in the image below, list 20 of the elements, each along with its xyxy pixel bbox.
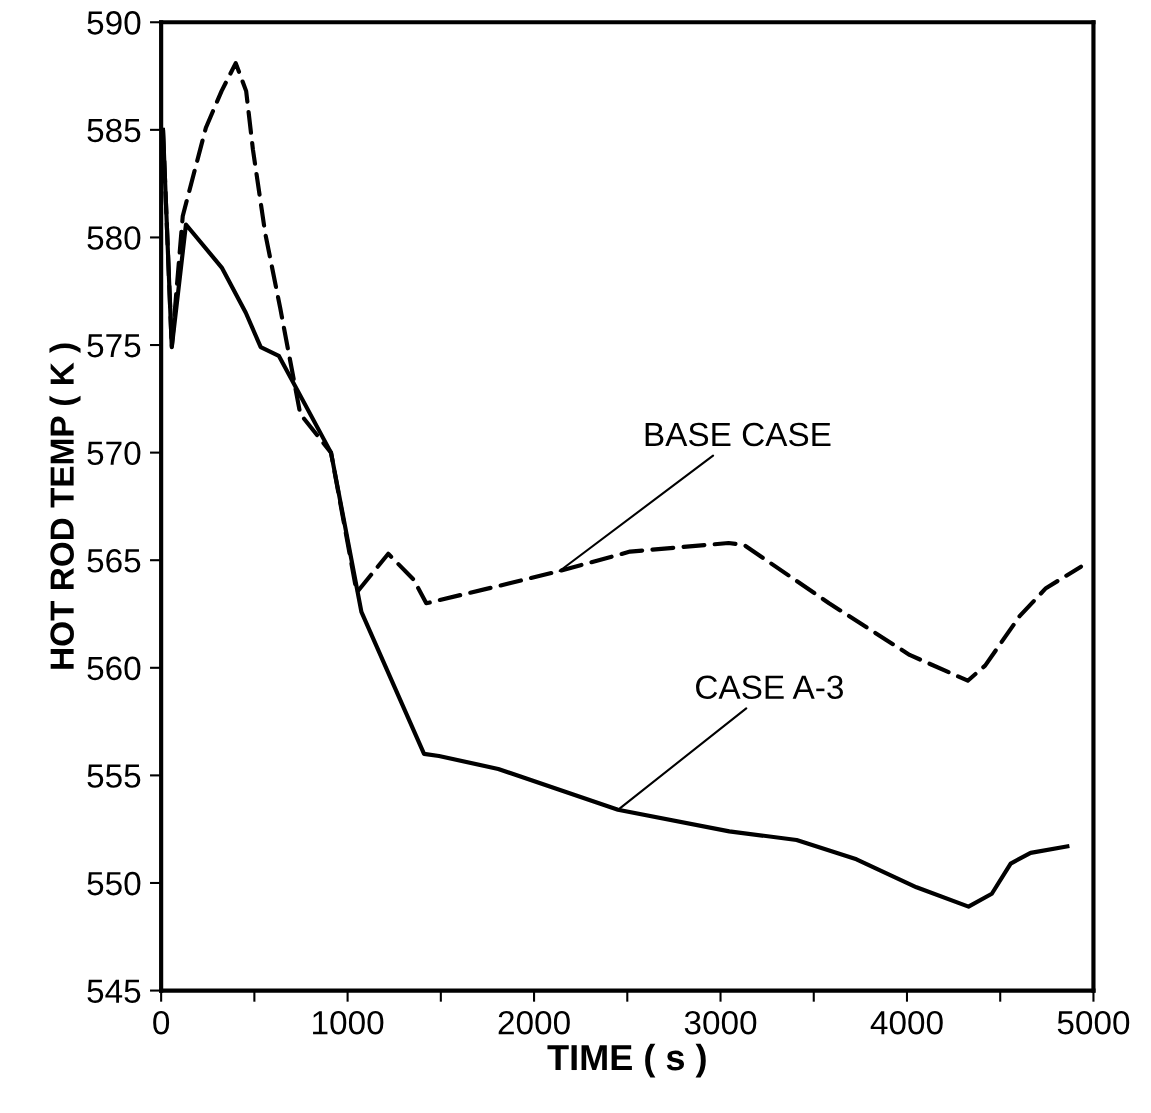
- y-tick-label: 565: [87, 549, 141, 573]
- y-tick-label: 545: [87, 979, 141, 1003]
- annotation: CASE A-3: [696, 675, 843, 700]
- y-axis-title: HOT ROD TEMP ( K ): [49, 343, 81, 669]
- y-tick-label: 580: [87, 226, 141, 250]
- annotation: BASE CASE: [645, 422, 831, 447]
- x-tick-label: 1000: [313, 1010, 384, 1035]
- x-tick-label: 4000: [870, 1010, 943, 1035]
- y-tick-label: 575: [87, 334, 141, 358]
- y-tick-label: 585: [87, 118, 141, 143]
- y-tick-label: 590: [87, 11, 141, 35]
- y-tick-label: 555: [87, 764, 141, 788]
- y-tick-label: 560: [87, 656, 141, 681]
- x-tick-label: 2000: [498, 1010, 570, 1035]
- x-tick-label: 3000: [684, 1010, 757, 1035]
- x-tick-label: 0: [153, 1010, 170, 1035]
- x-axis-title: TIME ( s ): [547, 1043, 706, 1078]
- y-tick-label: 550: [87, 871, 141, 896]
- y-tick-label: 570: [87, 441, 141, 466]
- x-tick-label: 5000: [1057, 1010, 1130, 1035]
